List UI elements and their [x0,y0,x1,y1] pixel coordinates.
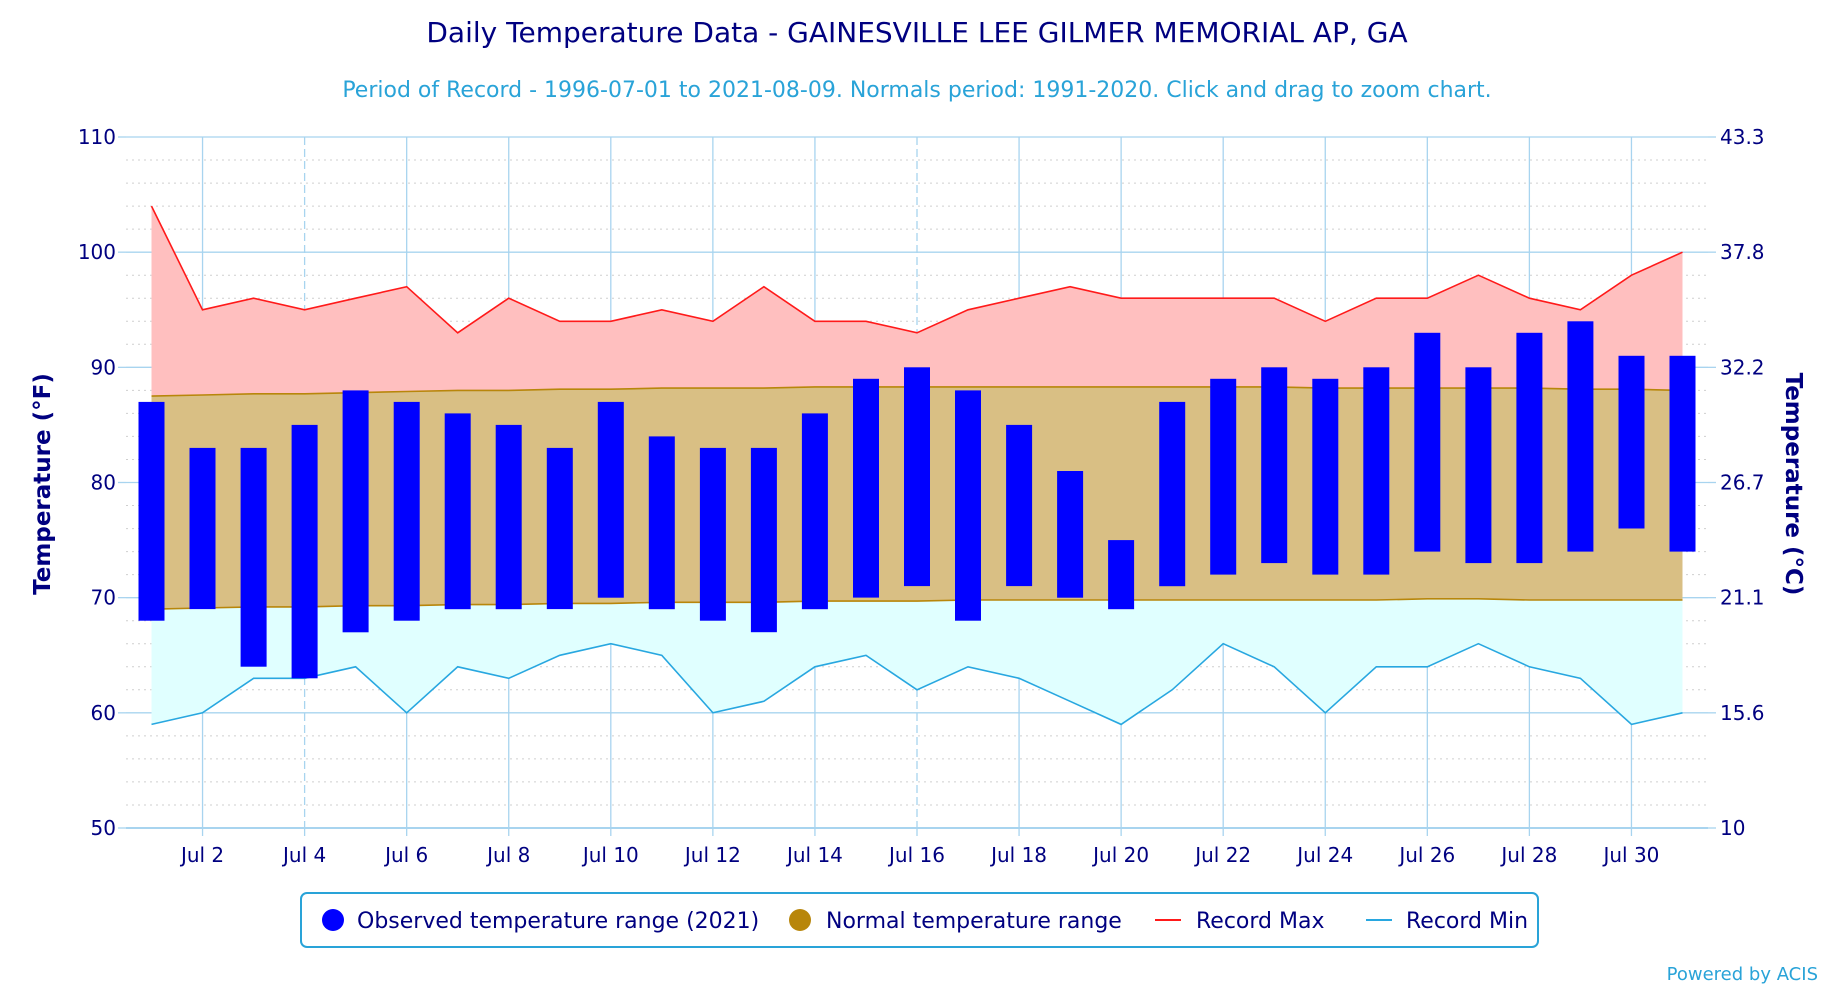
y-right-tick-label: 37.8 [1720,240,1765,264]
y-axis-right-ticks: 10 15.6 21.1 26.7 32.2 37.8 43.3 [1708,125,1765,840]
x-axis-ticks: Jul 2 Jul 4 Jul 6 Jul 8 Jul 10 Jul 12 Jul 14 Ju… [179,828,1659,867]
observed-bar[interactable] [955,390,981,621]
observed-bar[interactable] [393,401,420,621]
x-tick-label: Jul 2 [179,843,224,867]
legend-observed-marker [322,909,344,931]
x-tick-label: Jul 18 [989,843,1047,867]
observed-bar[interactable] [1108,540,1135,610]
chart-subtitle: Period of Record - 1996-07-01 to 2021-08… [342,78,1491,103]
record-min-area [151,598,1683,725]
observed-bar[interactable] [1057,471,1084,598]
legend-record-min-label: Record Min [1406,909,1528,934]
x-tick-label: Jul 20 [1091,843,1149,867]
x-tick-label: Jul 16 [887,843,945,867]
y-axis-left-label: Temperature (°F) [30,373,56,595]
credit-link[interactable]: Powered by ACIS [1667,964,1818,984]
observed-bar[interactable] [495,424,522,610]
observed-bar[interactable] [546,447,573,610]
record-min-line [151,642,1683,726]
x-tick-label: Jul 22 [1193,843,1251,867]
observed-bar[interactable] [1618,355,1645,529]
y-right-tick-label: 21.1 [1720,586,1765,610]
observed-bar[interactable] [342,390,369,633]
observed-bars[interactable] [138,321,1696,679]
x-tick-label: Jul 14 [785,843,843,867]
y-tick-label: 70 [91,586,116,610]
observed-bar[interactable] [699,447,726,621]
observed-bar[interactable] [444,413,471,610]
observed-bar[interactable] [1465,367,1492,564]
observed-bar[interactable] [1516,332,1543,564]
observed-bar[interactable] [138,401,165,621]
observed-bar[interactable] [1363,367,1390,575]
legend-normal-label: Normal temperature range [826,909,1122,934]
y-axis-right-label: Temperature (°C) [1780,373,1806,596]
y-right-tick-label: 32.2 [1720,355,1765,379]
x-tick-label: Jul 12 [683,843,741,867]
legend-item-normal[interactable]: Normal temperature range [789,909,1122,934]
x-tick-label: Jul 10 [581,843,639,867]
y-right-tick-label: 26.7 [1720,471,1765,495]
y-right-tick-label: 15.6 [1720,701,1765,725]
observed-bar[interactable] [189,447,216,610]
legend-record-max-label: Record Max [1196,909,1325,934]
observed-bar[interactable] [1567,321,1594,552]
observed-bar[interactable] [1210,378,1237,575]
observed-bar[interactable] [904,367,930,587]
observed-bar[interactable] [597,401,624,598]
observed-bar[interactable] [1159,401,1186,587]
legend-normal-marker [789,909,811,931]
record-max-line [150,205,1683,334]
y-right-tick-label: 43.3 [1720,125,1765,149]
x-tick-label: Jul 30 [1601,843,1659,867]
x-tick-label: Jul 24 [1295,843,1353,867]
y-right-tick-label: 10 [1720,816,1745,840]
legend-observed-label: Observed temperature range (2021) [357,909,759,934]
observed-bar[interactable] [1261,367,1288,564]
y-tick-label: 100 [78,240,116,264]
y-tick-label: 50 [91,816,116,840]
y-axis-left-ticks: 50 60 70 80 90 100 110 [78,125,126,840]
x-tick-label: Jul 26 [1397,843,1455,867]
observed-bar[interactable] [1669,355,1696,552]
x-tick-label: Jul 6 [383,843,428,867]
observed-bar[interactable] [648,436,675,610]
legend-item-record-min[interactable]: Record Min [1366,909,1528,934]
legend-box [300,892,1539,948]
observed-bar[interactable] [801,413,828,610]
chart-title: Daily Temperature Data - GAINESVILLE LEE… [426,16,1407,49]
record-max-area [151,206,1683,397]
x-tick-label: Jul 28 [1499,843,1557,867]
legend: Observed temperature range (2021) Normal… [300,892,1539,948]
observed-bar[interactable] [1006,424,1033,587]
observed-bar[interactable] [240,447,267,667]
observed-bar[interactable] [750,447,777,633]
observed-bar[interactable] [291,424,318,679]
y-tick-label: 60 [91,701,116,725]
x-tick-label: Jul 8 [485,843,530,867]
legend-item-record-max[interactable]: Record Max [1155,909,1325,934]
legend-item-observed[interactable]: Observed temperature range (2021) [322,909,759,934]
x-tick-label: Jul 4 [281,843,326,867]
y-tick-label: 80 [91,471,116,495]
observed-bar[interactable] [853,378,879,598]
y-tick-label: 90 [91,355,116,379]
y-tick-label: 110 [78,125,116,149]
observed-bar[interactable] [1312,378,1339,575]
observed-bar[interactable] [1414,332,1441,552]
